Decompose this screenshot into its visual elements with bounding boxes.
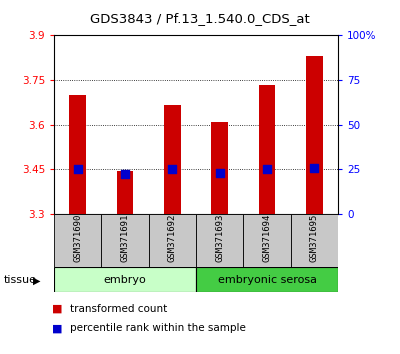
Bar xyxy=(196,267,338,292)
Bar xyxy=(291,214,338,267)
Point xyxy=(216,170,223,176)
Text: GDS3843 / Pf.13_1.540.0_CDS_at: GDS3843 / Pf.13_1.540.0_CDS_at xyxy=(90,12,310,25)
Bar xyxy=(101,214,149,267)
Bar xyxy=(54,267,196,292)
Point xyxy=(311,165,318,171)
Text: GSM371693: GSM371693 xyxy=(215,214,224,262)
Point xyxy=(122,171,128,177)
Bar xyxy=(243,214,291,267)
Bar xyxy=(149,214,196,267)
Text: transformed count: transformed count xyxy=(70,304,167,314)
Bar xyxy=(117,171,133,214)
Text: embryonic serosa: embryonic serosa xyxy=(218,275,316,285)
Point xyxy=(74,167,81,172)
Bar xyxy=(211,122,228,214)
Text: ■: ■ xyxy=(52,304,62,314)
Text: ▶: ▶ xyxy=(33,275,40,285)
Text: embryo: embryo xyxy=(104,275,146,285)
Point xyxy=(169,167,176,172)
Point xyxy=(264,167,270,172)
Text: GSM371695: GSM371695 xyxy=(310,214,319,262)
Bar xyxy=(54,214,101,267)
Text: GSM371694: GSM371694 xyxy=(262,214,272,262)
Text: ■: ■ xyxy=(52,323,62,333)
Bar xyxy=(306,56,323,214)
Bar xyxy=(69,95,86,214)
Bar xyxy=(164,105,181,214)
Text: GSM371691: GSM371691 xyxy=(120,214,130,262)
Bar xyxy=(196,214,243,267)
Text: percentile rank within the sample: percentile rank within the sample xyxy=(70,323,246,333)
Text: GSM371692: GSM371692 xyxy=(168,214,177,262)
Text: GSM371690: GSM371690 xyxy=(73,214,82,262)
Text: tissue: tissue xyxy=(4,275,37,285)
Bar xyxy=(259,85,275,214)
